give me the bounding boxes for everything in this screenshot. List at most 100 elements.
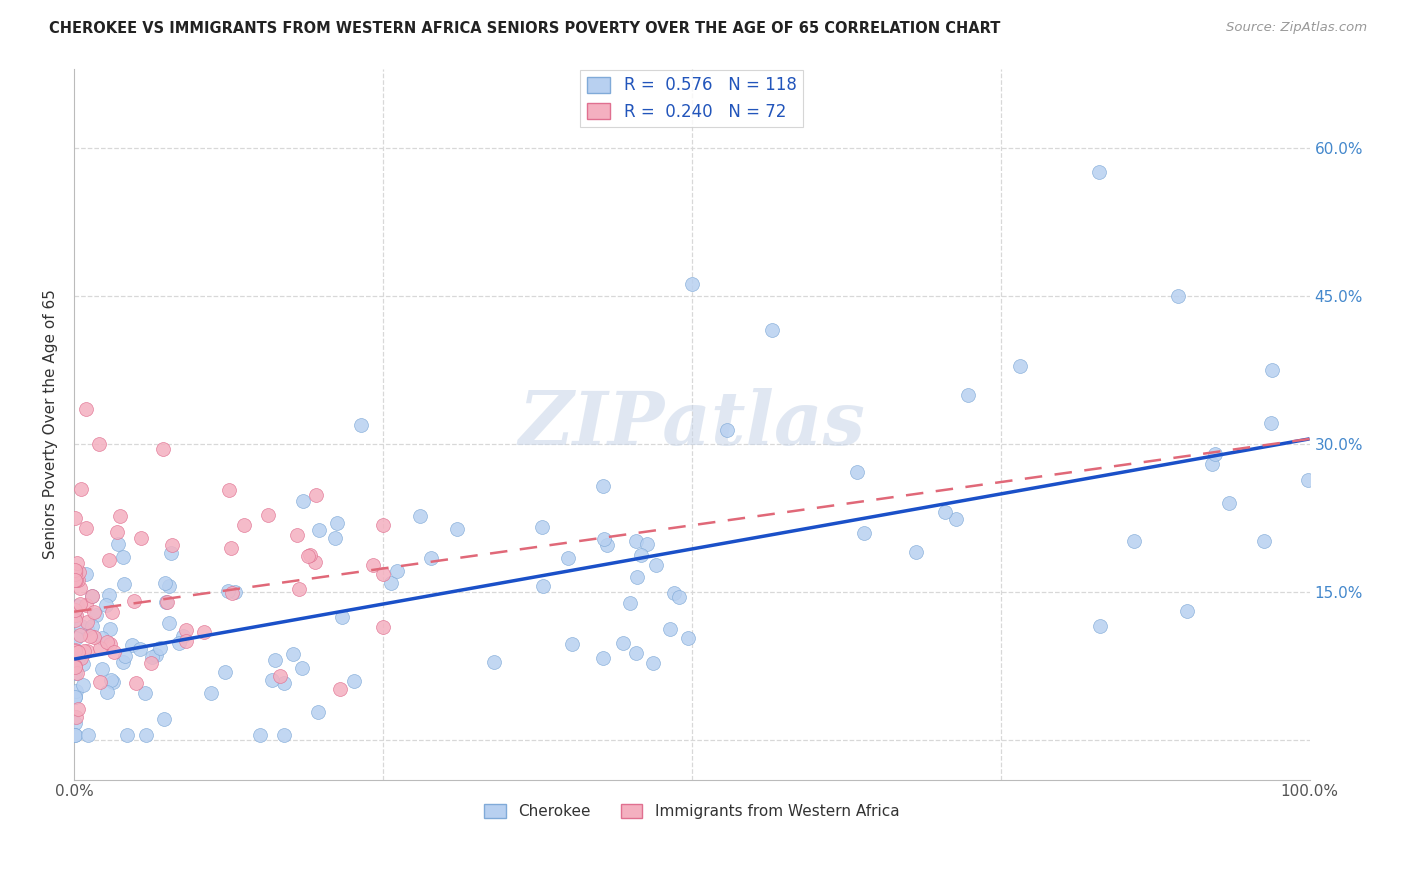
Point — [115, 728, 138, 742]
Y-axis label: Seniors Poverty Over the Age of 65: Seniors Poverty Over the Age of 65 — [44, 289, 58, 559]
Point — [249, 728, 271, 742]
Point — [596, 538, 619, 552]
Point — [98, 637, 121, 651]
Point — [350, 417, 373, 432]
Point — [69, 597, 91, 611]
Point — [371, 567, 394, 582]
Point — [371, 518, 394, 533]
Point — [172, 629, 194, 643]
Point — [72, 678, 94, 692]
Point — [141, 656, 163, 670]
Point — [288, 582, 311, 597]
Point — [1088, 165, 1111, 179]
Point — [65, 564, 87, 578]
Point — [304, 555, 326, 569]
Point — [283, 647, 305, 661]
Point — [153, 576, 176, 591]
Point — [89, 675, 111, 690]
Point — [79, 629, 101, 643]
Point — [619, 596, 641, 610]
Point — [643, 656, 665, 670]
Point — [592, 532, 614, 546]
Point — [65, 666, 87, 681]
Point — [233, 518, 256, 533]
Point — [125, 676, 148, 690]
Point — [592, 651, 614, 665]
Point — [65, 608, 87, 623]
Point — [75, 402, 97, 417]
Point — [70, 651, 93, 665]
Point — [121, 638, 143, 652]
Point — [67, 566, 90, 580]
Point — [1261, 363, 1284, 377]
Text: ZIPatlas: ZIPatlas — [519, 388, 865, 460]
Point — [945, 512, 967, 526]
Point — [96, 634, 118, 648]
Point — [69, 581, 91, 595]
Point — [218, 483, 240, 497]
Point — [65, 659, 87, 673]
Point — [65, 573, 87, 587]
Point — [76, 622, 98, 636]
Point — [761, 323, 783, 337]
Point — [531, 579, 554, 593]
Point — [96, 685, 118, 699]
Point — [269, 669, 291, 683]
Point — [626, 570, 648, 584]
Point — [624, 533, 647, 548]
Point — [1298, 473, 1320, 487]
Point — [75, 598, 97, 612]
Point — [90, 662, 112, 676]
Text: Source: ZipAtlas.com: Source: ZipAtlas.com — [1226, 21, 1367, 34]
Point — [65, 709, 87, 723]
Point — [934, 505, 956, 519]
Point — [122, 593, 145, 607]
Point — [73, 643, 96, 657]
Point — [90, 631, 112, 645]
Point — [1204, 447, 1226, 461]
Point — [112, 656, 135, 670]
Point — [65, 690, 87, 704]
Point — [419, 551, 441, 566]
Point — [67, 650, 90, 665]
Point — [66, 666, 89, 681]
Point — [305, 488, 328, 502]
Point — [157, 615, 180, 630]
Point — [1260, 417, 1282, 431]
Point — [1218, 496, 1240, 510]
Point — [129, 641, 152, 656]
Point — [482, 655, 505, 669]
Point — [1253, 533, 1275, 548]
Point — [668, 590, 690, 604]
Point — [65, 574, 87, 588]
Point — [159, 546, 181, 560]
Point — [100, 605, 122, 619]
Point — [174, 634, 197, 648]
Point — [262, 673, 284, 687]
Point — [385, 564, 408, 578]
Point — [111, 549, 134, 564]
Point — [69, 619, 91, 633]
Point — [852, 526, 875, 541]
Point — [69, 628, 91, 642]
Point — [612, 636, 634, 650]
Point — [108, 508, 131, 523]
Point — [155, 595, 177, 609]
Point — [82, 589, 104, 603]
Point — [76, 521, 98, 535]
Point — [65, 631, 87, 645]
Point — [65, 660, 87, 674]
Point — [101, 675, 124, 690]
Point — [157, 579, 180, 593]
Point — [152, 442, 174, 456]
Point — [160, 538, 183, 552]
Point — [66, 701, 89, 715]
Text: CHEROKEE VS IMMIGRANTS FROM WESTERN AFRICA SENIORS POVERTY OVER THE AGE OF 65 CO: CHEROKEE VS IMMIGRANTS FROM WESTERN AFRI… — [49, 21, 1001, 36]
Point — [65, 510, 87, 524]
Point — [664, 586, 686, 600]
Point — [221, 585, 243, 599]
Point — [129, 531, 152, 545]
Point — [97, 588, 120, 602]
Point — [308, 523, 330, 537]
Point — [290, 661, 312, 675]
